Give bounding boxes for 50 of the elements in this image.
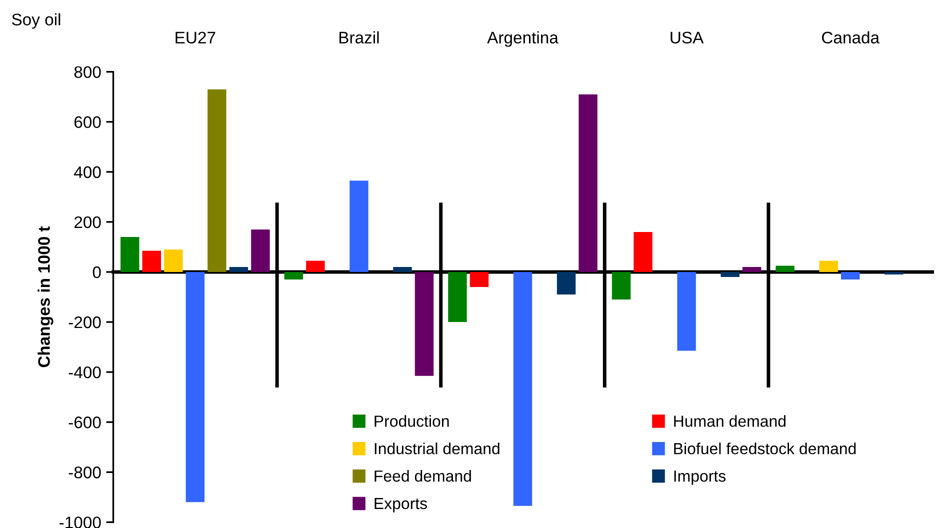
bar <box>884 272 904 274</box>
bar <box>350 180 368 272</box>
bar <box>229 266 248 272</box>
bar <box>513 272 532 506</box>
y-tick-label: 600 <box>74 116 101 128</box>
y-tick-label: -600 <box>68 416 101 428</box>
bar <box>776 266 794 272</box>
y-tick-label: -800 <box>68 466 101 478</box>
x-tick-label: Canada <box>822 31 880 44</box>
legend-label: Feed demand <box>374 470 471 482</box>
x-tick-label: USA <box>670 32 704 44</box>
bar <box>251 229 270 272</box>
bar <box>164 249 183 272</box>
legend-label: Imports <box>674 470 726 485</box>
y-tick-label: 0 <box>92 266 101 278</box>
bar <box>578 94 598 272</box>
bar <box>448 272 467 322</box>
bar <box>142 250 161 272</box>
bar <box>634 232 652 272</box>
bar <box>306 260 325 272</box>
x-tick-label: Brazil <box>339 31 379 44</box>
x-tick-label: EU27 <box>176 32 216 44</box>
bar <box>819 260 838 272</box>
bar <box>841 272 860 280</box>
bar <box>556 272 576 294</box>
y-tick-label: -200 <box>68 316 101 328</box>
bar <box>208 89 226 272</box>
y-tick-label: 200 <box>74 216 101 228</box>
y-tick-label: 800 <box>74 66 101 78</box>
bar <box>612 272 631 300</box>
bar <box>120 236 140 272</box>
bar <box>720 272 740 277</box>
chart-title: Soy oil <box>12 13 60 29</box>
y-tick-label: 400 <box>74 166 101 178</box>
bar <box>284 272 304 280</box>
legend-label: Biofuel feedstock demand <box>674 442 856 454</box>
bar <box>470 272 489 287</box>
bar <box>414 272 434 376</box>
x-tick-label: Argentina <box>487 31 558 47</box>
legend-label: Exports <box>374 498 427 512</box>
bar <box>742 266 762 272</box>
bar <box>186 272 205 502</box>
y-tick-label: -400 <box>68 366 101 378</box>
legend-label: Production <box>374 415 449 427</box>
legend-label: Human demand <box>674 415 786 427</box>
y-tick-label: -1000 <box>60 516 101 528</box>
bar <box>677 272 696 351</box>
y-axis-title: Changes in 1000 t <box>38 226 54 368</box>
legend-label: Industrial demand <box>374 442 500 454</box>
bar <box>393 266 412 272</box>
